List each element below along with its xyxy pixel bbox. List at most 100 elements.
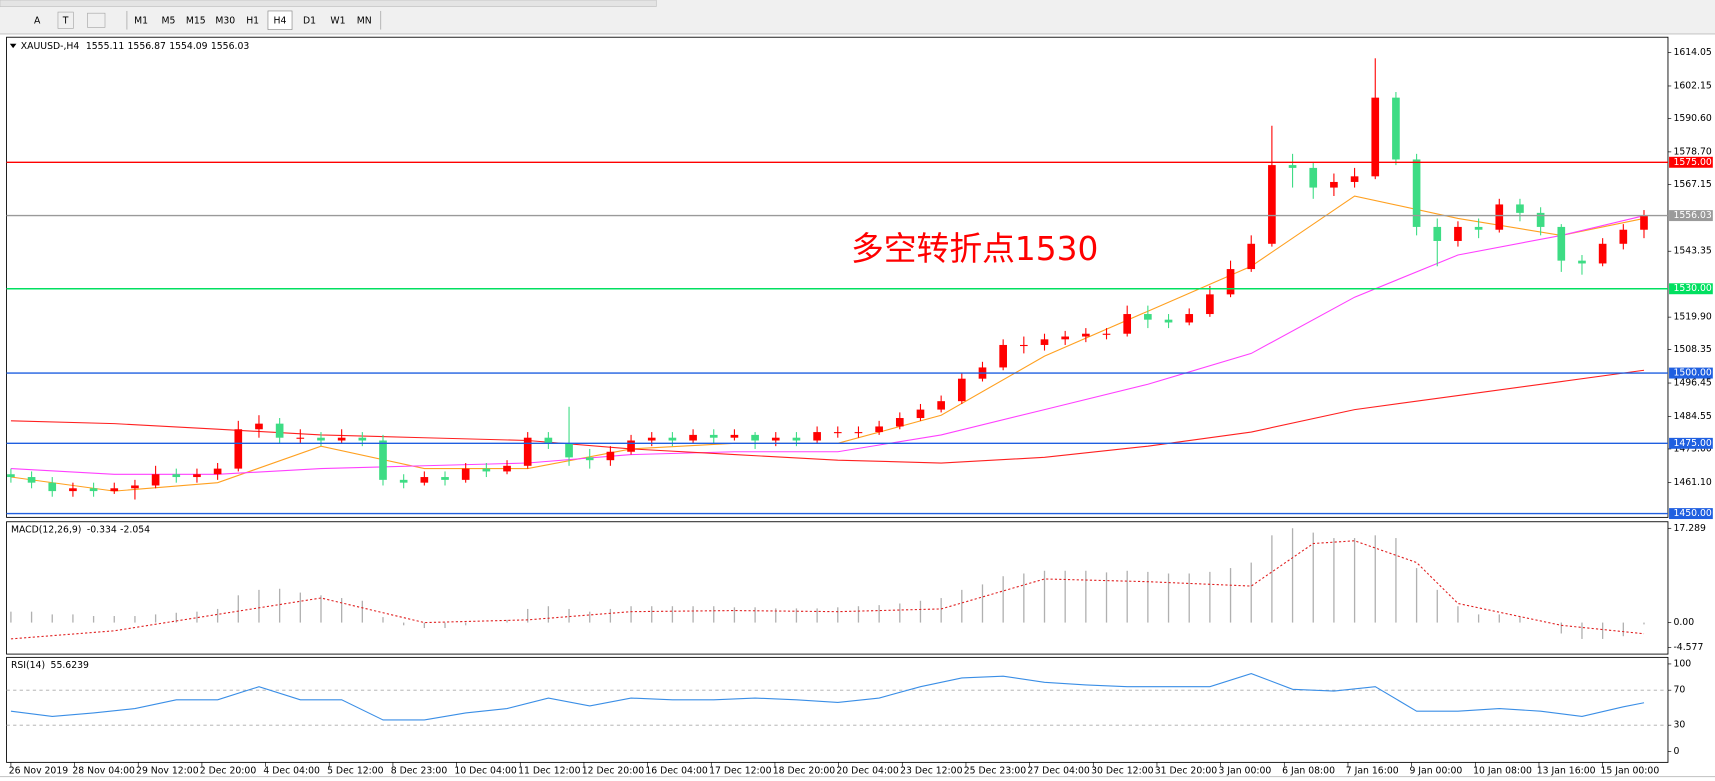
candle-body <box>441 477 449 480</box>
timeframe-label[interactable]: W1 <box>330 15 345 26</box>
candle-body <box>358 437 367 441</box>
y-tick-label: 1508.35 <box>1673 344 1711 355</box>
candle-body <box>875 426 883 433</box>
candle-body <box>7 474 15 478</box>
price-level-tag <box>1669 437 1713 449</box>
x-tick-label: 31 Dec 20:00 <box>1155 766 1218 777</box>
price-level-tag <box>1669 367 1713 379</box>
candle-body <box>1619 229 1628 244</box>
y-tick-label: 1590.60 <box>1673 113 1711 124</box>
candle-body <box>1598 243 1607 264</box>
tool-label[interactable]: A <box>34 15 41 26</box>
candle-body <box>172 474 181 478</box>
y-tick-label: 1519.90 <box>1673 312 1711 323</box>
indicator-readout: -0.334 <box>87 524 117 535</box>
timeframe-label[interactable]: MN <box>357 15 372 26</box>
candle-body <box>1371 97 1380 177</box>
candle-body <box>792 437 801 441</box>
candle-body <box>1268 165 1276 244</box>
candle-body <box>379 440 387 480</box>
ohlc-value: 1555.11 <box>86 40 124 51</box>
candle-body <box>1164 319 1173 323</box>
x-tick-label: 12 Dec 20:00 <box>582 766 645 777</box>
candle-body <box>833 432 842 434</box>
candle-body <box>1309 167 1318 188</box>
candle-body <box>193 474 201 478</box>
candle-body <box>27 477 36 483</box>
timeframe-label[interactable]: M15 <box>186 15 206 26</box>
candle-body <box>957 378 966 402</box>
candle-body <box>337 437 346 441</box>
y-tick-label: 1578.70 <box>1673 146 1711 157</box>
candle-body <box>606 451 615 461</box>
timeframe-label[interactable]: M5 <box>161 15 175 26</box>
candle-body <box>937 401 945 410</box>
candle-body <box>1412 159 1421 227</box>
candle-body <box>1226 269 1235 295</box>
candle-body <box>151 474 160 486</box>
x-tick-label: 26 Nov 2019 <box>9 766 69 777</box>
indicator-readout: 55.6239 <box>51 660 89 671</box>
price-level-label: 1530.00 <box>1673 283 1711 294</box>
candle-body <box>48 482 57 492</box>
candle-body <box>771 437 780 441</box>
y-tick-label: 1473.00 <box>1673 443 1711 454</box>
timeframe-label[interactable]: H1 <box>246 15 259 26</box>
candle-body <box>110 488 119 492</box>
y-tick-label: 1484.55 <box>1673 411 1711 422</box>
x-tick-label: 5 Dec 12:00 <box>327 766 384 777</box>
candle-body <box>627 440 635 452</box>
collapse-arrow[interactable] <box>9 43 17 49</box>
candle-body <box>1516 204 1524 213</box>
x-tick-label: 16 Dec 04:00 <box>645 766 708 777</box>
drawing-tool[interactable] <box>87 12 106 28</box>
ohlc-value: 1556.87 <box>128 40 166 51</box>
candle-body <box>1288 165 1297 168</box>
x-tick-label: 25 Dec 23:00 <box>964 766 1027 777</box>
x-tick-label: 11 Dec 12:00 <box>518 766 581 777</box>
candle-body <box>647 437 656 441</box>
y-tick-label: 17.289 <box>1673 523 1706 534</box>
candle-body <box>999 344 1007 368</box>
candle-body <box>565 443 573 458</box>
candle-body <box>1144 314 1152 320</box>
candle-body <box>1350 176 1359 182</box>
candle-body <box>1102 333 1111 335</box>
timeframe-label[interactable]: M1 <box>134 15 148 26</box>
timeframe-label[interactable]: H4 <box>274 15 287 26</box>
candle-body <box>213 468 222 475</box>
tool-button[interactable] <box>57 11 74 29</box>
rsi-panel <box>6 656 1669 763</box>
candle-body <box>1040 339 1049 345</box>
candle-body <box>131 485 139 489</box>
y-tick-label: 1614.05 <box>1673 47 1711 58</box>
timeframe-button[interactable] <box>267 10 293 30</box>
candle-body <box>317 437 325 441</box>
x-tick-label: 4 Dec 04:00 <box>263 766 320 777</box>
price-level-tag <box>1669 283 1713 295</box>
annotation: 多空转折点1530 <box>851 230 1098 268</box>
y-tick-label: 1567.15 <box>1673 179 1711 190</box>
x-tick-label: 17 Dec 12:00 <box>709 766 772 777</box>
price-level-tag <box>1669 210 1713 222</box>
timeframe-label[interactable]: D1 <box>303 15 316 26</box>
candle-body <box>89 488 98 492</box>
price-level-label: 1575.00 <box>1673 157 1711 168</box>
tool-label[interactable]: T <box>62 15 69 26</box>
timeframe-label[interactable]: M30 <box>215 15 235 26</box>
candle-body <box>730 434 739 438</box>
candle-body <box>1206 294 1214 315</box>
y-tick-label: 1461.10 <box>1673 477 1711 488</box>
candle-body <box>1061 336 1070 340</box>
candle-body <box>916 409 925 419</box>
macd-panel <box>6 521 1669 655</box>
x-tick-label: 2 Dec 20:00 <box>200 766 257 777</box>
x-tick-label: 27 Dec 04:00 <box>1027 766 1090 777</box>
candle-body <box>255 423 263 430</box>
candle-body <box>895 418 904 427</box>
candle-body <box>1123 314 1132 334</box>
candle-body <box>544 437 553 444</box>
price-level-tag <box>1669 156 1713 168</box>
